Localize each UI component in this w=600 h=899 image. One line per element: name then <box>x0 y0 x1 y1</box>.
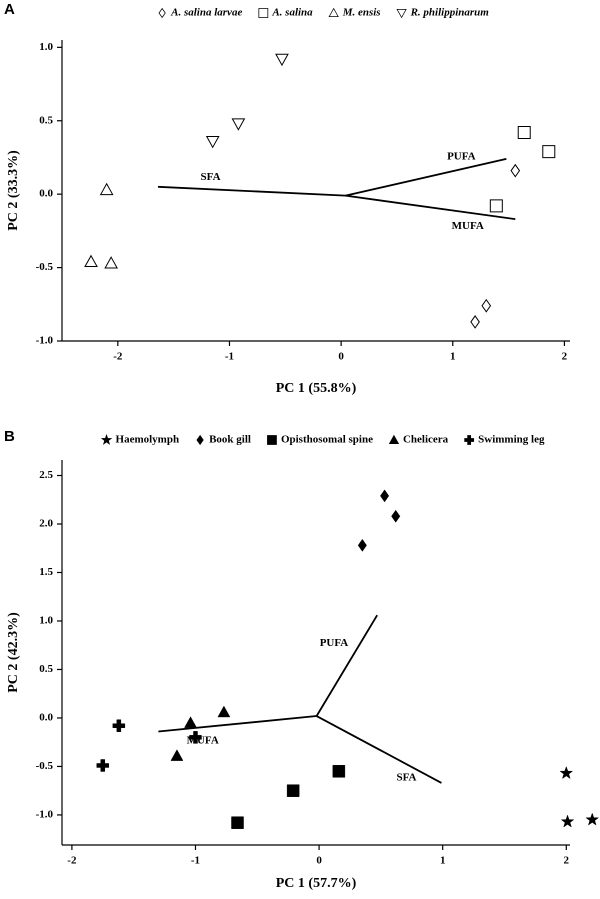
legend-marker <box>158 7 166 19</box>
loading-vector <box>316 715 442 784</box>
data-point <box>96 759 110 772</box>
x-tick-label: -1 <box>225 351 234 363</box>
legend-label: Opisthosomal spine <box>281 434 373 446</box>
x-tick-label: 0 <box>338 351 344 363</box>
vector-label: PUFA <box>447 151 476 163</box>
data-point <box>559 765 574 780</box>
loading-vector <box>157 185 346 197</box>
data-point <box>560 814 575 828</box>
data-point <box>517 126 531 140</box>
y-tick-label: 1.0 <box>39 41 53 53</box>
x-axis-label: PC 1 (57.7%) <box>276 876 357 891</box>
y-tick-label: -1.0 <box>36 335 54 347</box>
legend-marker <box>267 435 277 445</box>
x-tick-label: -1 <box>191 855 200 867</box>
legend-marker <box>464 435 475 445</box>
vector-label: SFA <box>201 171 221 183</box>
y-axis-label: PC 2 (33.3%) <box>6 150 21 231</box>
legend-marker <box>388 434 400 444</box>
x-tick-label: -2 <box>67 855 77 867</box>
data-point <box>286 784 300 797</box>
panel-label: B <box>4 428 15 445</box>
data-point <box>231 816 244 829</box>
x-tick-label: -2 <box>113 351 123 363</box>
legend-marker <box>396 9 407 19</box>
y-tick-label: -0.5 <box>36 760 54 772</box>
y-tick-label: 0.0 <box>39 188 53 200</box>
legend-label: A. salina <box>271 7 313 19</box>
panel-label: A <box>4 1 15 18</box>
y-tick-label: 0.5 <box>39 114 53 126</box>
y-tick-label: 0.5 <box>39 663 53 675</box>
data-point <box>217 705 231 718</box>
data-point <box>189 731 202 744</box>
data-point <box>357 538 367 552</box>
y-tick-label: 0.0 <box>39 711 53 723</box>
data-point <box>489 199 503 213</box>
y-axis-label: PC 2 (42.3%) <box>6 612 21 693</box>
data-point <box>99 182 114 196</box>
y-tick-label: 1.0 <box>39 615 53 627</box>
data-point <box>481 298 492 313</box>
x-tick-label: 1 <box>440 855 446 867</box>
y-tick-label: -0.5 <box>36 261 54 273</box>
y-tick-label: 2.5 <box>39 469 53 481</box>
x-axis-label: PC 1 (55.8%) <box>276 381 357 396</box>
data-point <box>84 254 98 268</box>
data-point <box>104 256 118 269</box>
x-tick-label: 2 <box>562 351 568 363</box>
legend-label: R. philippinarum <box>410 7 490 19</box>
data-point <box>380 489 390 503</box>
legend-label: Haemolymph <box>116 434 180 446</box>
legend-label: Chelicera <box>403 434 449 446</box>
data-point <box>542 145 556 159</box>
data-point <box>184 716 197 728</box>
data-point <box>510 163 521 178</box>
legend-marker <box>258 8 269 18</box>
data-point <box>112 719 126 732</box>
y-tick-label: -1.0 <box>36 808 54 820</box>
data-point <box>275 53 289 67</box>
data-point <box>470 315 480 329</box>
y-tick-label: 1.5 <box>39 566 53 578</box>
data-point <box>391 509 401 523</box>
loading-vector <box>158 715 317 733</box>
legend-marker <box>328 7 339 17</box>
legend-label: Book gill <box>209 434 251 446</box>
legend-marker <box>196 434 204 446</box>
vector-label: MUFA <box>452 220 484 232</box>
x-tick-label: 1 <box>450 351 456 363</box>
loading-vector <box>345 194 516 221</box>
legend-label: M. ensis <box>342 7 381 19</box>
data-point <box>170 749 184 761</box>
data-point <box>332 765 346 778</box>
vector-label: SFA <box>397 772 417 784</box>
data-point <box>205 136 220 149</box>
data-point <box>231 118 246 131</box>
vector-label: PUFA <box>320 637 349 649</box>
y-tick-label: 2.0 <box>39 518 53 530</box>
loading-vector <box>345 158 507 197</box>
x-tick-label: 0 <box>316 855 322 867</box>
legend-marker <box>100 433 113 445</box>
legend-label: A. salina larvae <box>170 7 242 19</box>
legend-label: Swimming leg <box>478 434 545 446</box>
data-point <box>585 812 600 826</box>
loading-vector <box>315 614 378 717</box>
x-tick-label: 2 <box>564 855 570 867</box>
